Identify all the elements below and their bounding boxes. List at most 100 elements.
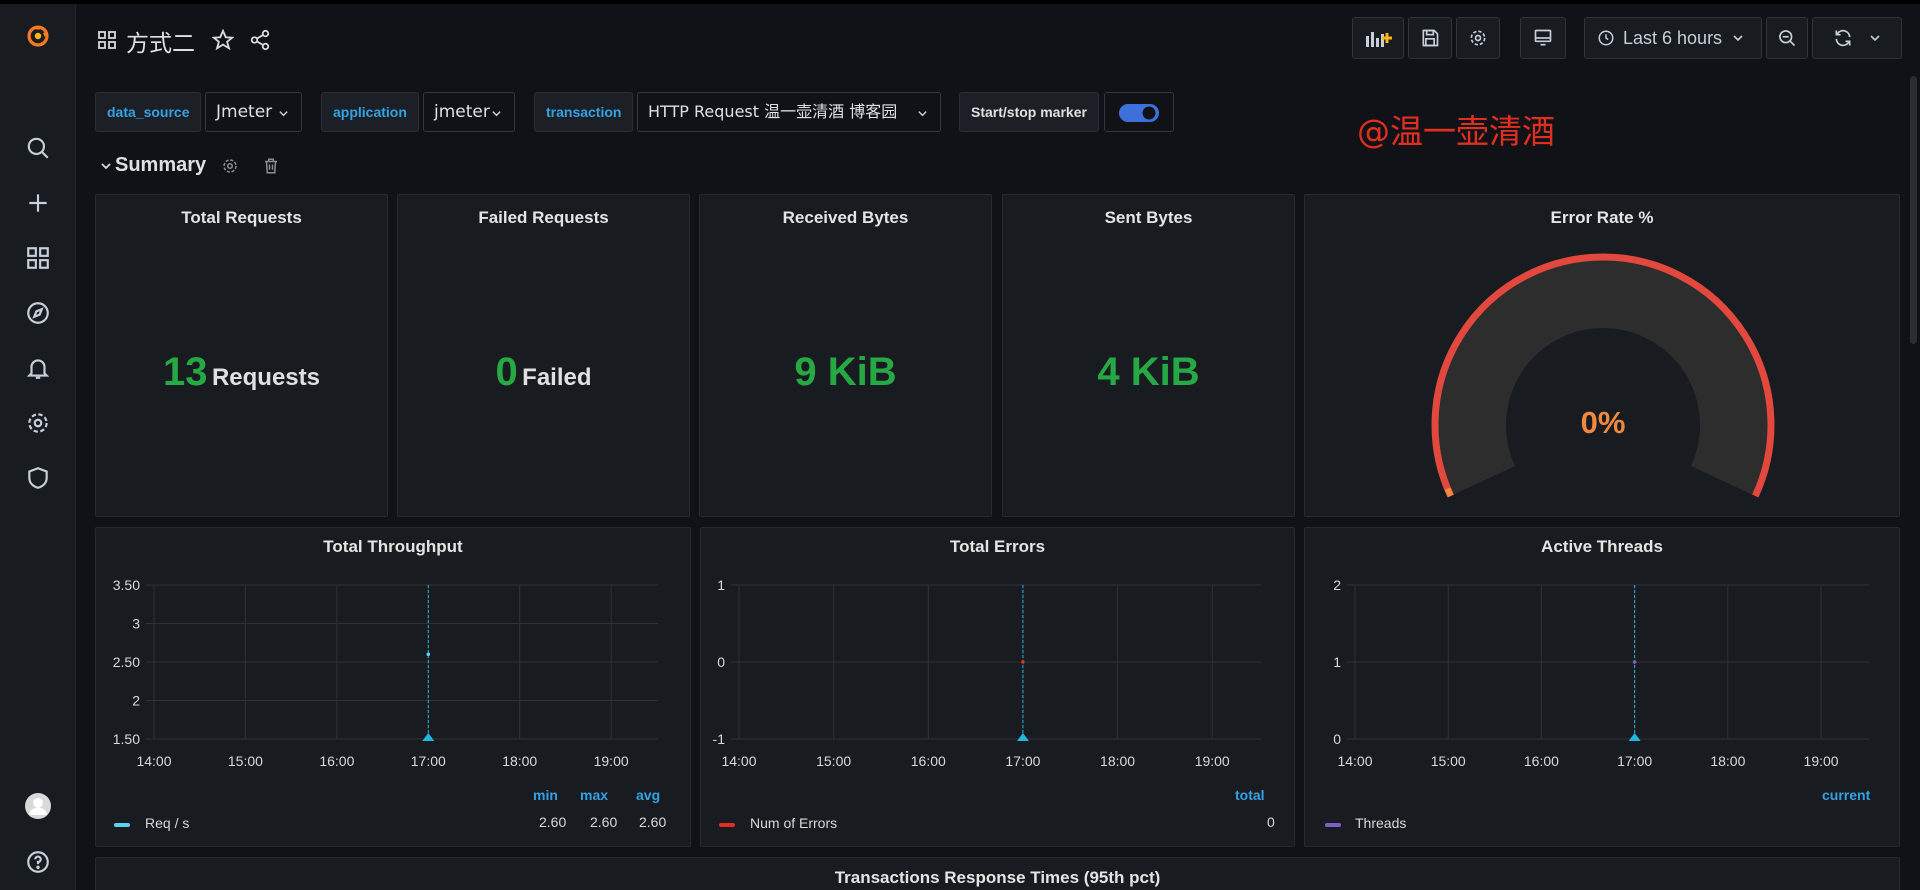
data-point[interactable] bbox=[426, 652, 431, 657]
x-tick-label: 18:00 bbox=[1100, 753, 1135, 769]
grafana-logo-icon[interactable] bbox=[20, 18, 56, 54]
share-icon[interactable] bbox=[249, 29, 271, 56]
legend-value-total: 0 bbox=[1267, 814, 1275, 830]
x-tick-label: 14:00 bbox=[136, 753, 171, 769]
page-scrollbar[interactable] bbox=[1910, 76, 1917, 344]
start-stop-marker-label: Start/stop marker bbox=[959, 92, 1099, 132]
stat-panel-failed-requests[interactable]: Failed Requests 0 Failed bbox=[397, 194, 690, 517]
panel-title: Total Errors bbox=[949, 537, 1046, 556]
row-collapse-chevron-icon[interactable] bbox=[100, 160, 112, 172]
alerting-bell-icon[interactable] bbox=[20, 350, 56, 386]
graph-panel-active-threads[interactable]: Active Threads 0 1 2 14:00 15:00 16:00 17:00 18… bbox=[1304, 527, 1900, 847]
annotation-marker[interactable] bbox=[1016, 733, 1029, 741]
graph-panel-total-throughput[interactable]: Total Throughput 1.50 2 2.50 3 3.50 14:00 15:0… bbox=[95, 527, 691, 847]
stat-value: 9 KiB bbox=[700, 350, 991, 395]
chevron-down-icon bbox=[279, 111, 288, 117]
chevron-down-icon bbox=[918, 111, 927, 117]
legend-header-min[interactable]: min bbox=[533, 787, 558, 803]
transaction-select[interactable]: HTTP Request 温一壶清酒 博客园 bbox=[637, 92, 941, 132]
x-tick-label: 17:00 bbox=[1617, 753, 1652, 769]
help-icon[interactable] bbox=[20, 844, 56, 880]
graph-panel-response-times[interactable]: Transactions Response Times (95th pct) bbox=[95, 857, 1900, 890]
monitor-icon bbox=[1534, 29, 1552, 46]
stat-value: 4 KiB bbox=[1003, 350, 1294, 395]
stat-panel-total-requests[interactable]: Total Requests 13 Requests bbox=[95, 194, 388, 517]
legend-value-max: 2.60 bbox=[590, 814, 618, 830]
panel-title: Received Bytes bbox=[782, 208, 909, 227]
throughput-chart[interactable]: 1.50 2 2.50 3 3.50 14:00 15:00 16:00 17:00 18:00 1… bbox=[96, 528, 692, 848]
search-icon[interactable] bbox=[20, 130, 56, 166]
x-tick-label: 17:00 bbox=[411, 753, 446, 769]
refresh-icon bbox=[1835, 29, 1851, 47]
legend-header-current[interactable]: current bbox=[1822, 787, 1871, 803]
dashboards-icon[interactable] bbox=[20, 240, 56, 276]
shield-icon[interactable] bbox=[20, 460, 56, 496]
data-source-select[interactable]: Jmeter bbox=[205, 92, 302, 132]
stat-unit: Requests bbox=[211, 364, 320, 391]
gauge-panel-error-rate[interactable]: Error Rate % 0% bbox=[1304, 194, 1900, 517]
add-panel-icon bbox=[1366, 32, 1392, 47]
y-tick-label: 3.50 bbox=[113, 577, 140, 593]
y-tick-label: 1 bbox=[717, 577, 725, 593]
save-dashboard-button[interactable] bbox=[1408, 17, 1452, 59]
annotation-marker[interactable] bbox=[422, 733, 435, 741]
application-select[interactable]: jmeter bbox=[423, 92, 515, 132]
add-panel-button[interactable] bbox=[1352, 17, 1404, 59]
data-source-value: Jmeter bbox=[216, 102, 273, 122]
stat-number: 0 bbox=[495, 350, 518, 394]
graph-panel-total-errors[interactable]: Total Errors -1 0 1 14:00 15:00 16:00 17:00 18:… bbox=[700, 527, 1295, 847]
stat-panel-sent-bytes[interactable]: Sent Bytes 4 KiB bbox=[1002, 194, 1295, 517]
error-rate-gauge: 0% bbox=[1431, 253, 1775, 498]
dashboard-settings-button[interactable] bbox=[1456, 17, 1500, 59]
plus-icon[interactable] bbox=[20, 185, 56, 221]
x-tick-label: 17:00 bbox=[1005, 753, 1040, 769]
view-mode-button[interactable] bbox=[1520, 17, 1566, 59]
refresh-button[interactable] bbox=[1812, 17, 1902, 59]
avatar[interactable] bbox=[20, 788, 56, 824]
x-tick-label: 15:00 bbox=[228, 753, 263, 769]
data-point[interactable] bbox=[1632, 660, 1637, 664]
annotation-marker[interactable] bbox=[1628, 733, 1641, 741]
x-tick-label: 19:00 bbox=[1804, 753, 1839, 769]
gear-icon[interactable] bbox=[20, 405, 56, 441]
legend-swatch bbox=[114, 823, 130, 827]
star-icon[interactable] bbox=[211, 28, 235, 56]
data-point[interactable] bbox=[1021, 660, 1025, 664]
x-tick-label: 16:00 bbox=[319, 753, 354, 769]
legend-header-max[interactable]: max bbox=[580, 787, 609, 803]
errors-chart[interactable]: -1 0 1 14:00 15:00 16:00 17:00 18:00 19:00 bbox=[701, 528, 1296, 848]
x-tick-label: 16:00 bbox=[911, 753, 946, 769]
explore-compass-icon[interactable] bbox=[20, 295, 56, 331]
row-title[interactable]: Summary bbox=[115, 154, 207, 176]
dashboard-header: 方式二 Last 6 hours bbox=[76, 4, 1920, 74]
toggle-switch-icon bbox=[1119, 104, 1159, 122]
x-tick-label: 19:00 bbox=[594, 753, 629, 769]
panel-title: Active Threads bbox=[1541, 537, 1663, 556]
legend-header-total[interactable]: total bbox=[1235, 787, 1265, 803]
transaction-value: HTTP Request 温一壶清酒 博客园 bbox=[648, 102, 898, 121]
legend-series-name[interactable]: Req / s bbox=[145, 815, 190, 831]
time-range-picker[interactable]: Last 6 hours bbox=[1584, 17, 1762, 59]
y-tick-label: 0 bbox=[717, 654, 725, 670]
page-title[interactable]: 方式二 bbox=[126, 31, 195, 57]
x-tick-label: 15:00 bbox=[816, 753, 851, 769]
top-strip bbox=[0, 0, 1920, 4]
stat-unit: Failed bbox=[522, 364, 592, 391]
chevron-down-icon bbox=[1733, 35, 1743, 42]
threads-chart[interactable]: 0 1 2 14:00 15:00 16:00 17:00 18:00 19:00 bbox=[1305, 528, 1901, 848]
legend-series-name[interactable]: Threads bbox=[1355, 815, 1407, 831]
panel-title: Total Requests bbox=[181, 208, 302, 227]
zoom-out-button[interactable] bbox=[1766, 17, 1808, 59]
gauge-value-mark bbox=[1444, 487, 1454, 498]
start-stop-marker-toggle[interactable] bbox=[1104, 92, 1174, 132]
row-delete-trash-icon[interactable] bbox=[262, 157, 280, 175]
legend-series-name[interactable]: Num of Errors bbox=[750, 815, 838, 831]
y-tick-label: 2.50 bbox=[113, 654, 140, 670]
legend-header-avg[interactable]: avg bbox=[636, 787, 661, 803]
panel-title: Failed Requests bbox=[478, 208, 609, 227]
stat-number: 9 KiB bbox=[794, 350, 897, 394]
chevron-down-icon bbox=[1870, 35, 1880, 42]
legend-value-avg: 2.60 bbox=[639, 814, 667, 830]
stat-panel-received-bytes[interactable]: Received Bytes 9 KiB bbox=[699, 194, 992, 517]
row-settings-gear-icon[interactable] bbox=[221, 157, 239, 175]
